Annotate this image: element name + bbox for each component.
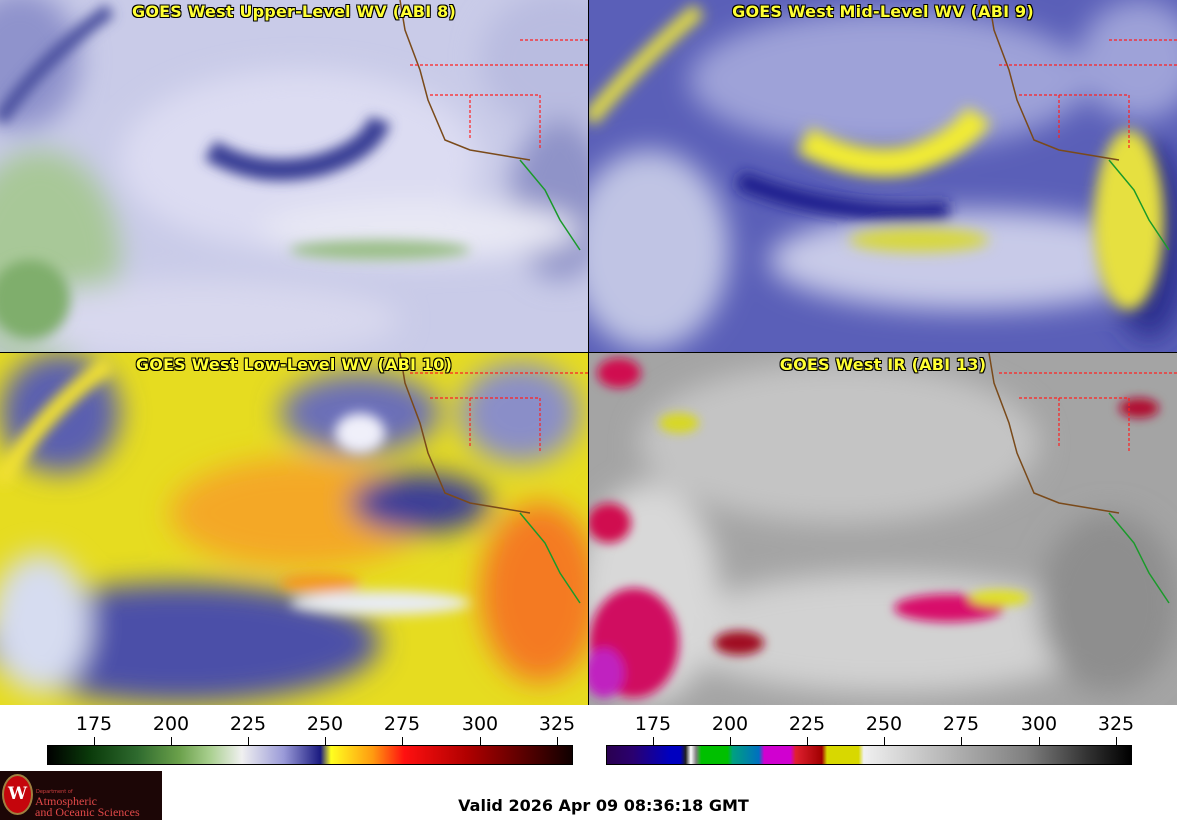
panel-title: GOES West Upper-Level WV (ABI 8) [132, 2, 456, 21]
ir-colorbar [606, 745, 1132, 765]
colorbar-tick-label: 175 [634, 713, 672, 735]
colorbar-tick [884, 737, 885, 745]
colorbar-tick-label: 175 [75, 713, 113, 735]
logo-line-1: Atmospheric [35, 794, 97, 808]
colorbar-tick [961, 737, 962, 745]
colorbar-tick [1039, 737, 1040, 745]
valid-time: Valid 2026 Apr 09 08:36:18 GMT [458, 796, 749, 815]
logo-line-2: and Oceanic Sciences [35, 805, 140, 819]
colorbar-tick [325, 737, 326, 745]
panel-title: GOES West Low-Level WV (ABI 10) [135, 355, 453, 374]
wv-colorbar [47, 745, 573, 765]
colorbar-tick-label: 250 [865, 713, 903, 735]
logo-dept-text: Department of [36, 789, 73, 795]
colorbar-tick [807, 737, 808, 745]
colorbar-tick-label: 300 [461, 713, 499, 735]
colorbar-tick [557, 737, 558, 745]
colorbar-tick [1116, 737, 1117, 745]
colorbar-tick [171, 737, 172, 745]
aos-logo: W Department of Atmospheric and Oceanic … [0, 771, 162, 820]
colorbar-tick-label: 325 [1097, 713, 1135, 735]
colorbar-tick-label: 300 [1020, 713, 1058, 735]
colorbar-tick-label: 275 [942, 713, 980, 735]
colorbar-tick-label: 250 [306, 713, 344, 735]
colorbar-tick [94, 737, 95, 745]
colorbar-tick [248, 737, 249, 745]
panel-title: GOES West Mid-Level WV (ABI 9) [732, 2, 1034, 21]
uw-seal-icon: W [2, 774, 33, 815]
panel-title: GOES West IR (ABI 13) [779, 355, 987, 374]
mid-level-wv-panel: GOES West Mid-Level WV (ABI 9) [589, 0, 1177, 352]
upper-level-wv-panel: GOES West Upper-Level WV (ABI 8) [0, 0, 588, 352]
colorbar-tick-label: 275 [383, 713, 421, 735]
colorbar-tick-label: 325 [538, 713, 576, 735]
colorbar-tick-label: 225 [788, 713, 826, 735]
colorbar-tick-label: 200 [152, 713, 190, 735]
ir-image [589, 353, 1177, 705]
colorbar-tick-label: 225 [229, 713, 267, 735]
colorbar-tick [480, 737, 481, 745]
upper-level-wv-image [0, 0, 588, 352]
colorbar-tick [653, 737, 654, 745]
horizontal-divider [0, 352, 1177, 353]
ir-panel: GOES West IR (ABI 13) [589, 353, 1177, 705]
mid-level-wv-image [589, 0, 1177, 352]
low-level-wv-panel: GOES West Low-Level WV (ABI 10) [0, 353, 588, 705]
colorbar-tick-label: 200 [711, 713, 749, 735]
colorbar-tick [402, 737, 403, 745]
low-level-wv-image [0, 353, 588, 705]
colorbar-tick [730, 737, 731, 745]
